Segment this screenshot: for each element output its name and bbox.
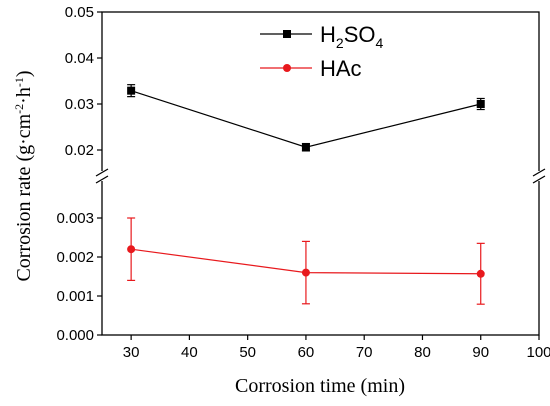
y-tick-label: 0.03 bbox=[65, 96, 94, 113]
data-point bbox=[127, 245, 136, 254]
y-tick-label: 0.02 bbox=[65, 142, 94, 159]
data-point bbox=[127, 86, 136, 95]
x-tick-label: 30 bbox=[123, 344, 140, 361]
x-axis-title: Corrosion time (min) bbox=[235, 375, 405, 397]
y-tick-label: 0.04 bbox=[65, 50, 94, 67]
y-tick-label: 0.05 bbox=[65, 4, 94, 21]
data-point bbox=[476, 269, 485, 278]
x-tick-label: 70 bbox=[356, 344, 373, 361]
y-axis-title: Corrosion rate (g·cm-2·h-1) bbox=[12, 70, 35, 281]
x-tick-label: 40 bbox=[181, 344, 198, 361]
data-point bbox=[301, 268, 310, 277]
x-tick-label: 80 bbox=[414, 344, 431, 361]
y-tick-label: 0.001 bbox=[56, 288, 94, 305]
series-line bbox=[130, 90, 481, 148]
legend-entry-h2so4: H2SO4 bbox=[260, 22, 383, 51]
data-point bbox=[476, 100, 485, 108]
x-tick-label: 60 bbox=[298, 344, 315, 361]
legend: H2SO4 HAc bbox=[260, 22, 383, 81]
svg-text:HAc: HAc bbox=[320, 56, 362, 81]
legend-entry-hac: HAc bbox=[260, 56, 362, 81]
svg-text:H2SO4: H2SO4 bbox=[320, 22, 383, 51]
x-tick-label: 50 bbox=[239, 344, 256, 361]
data-point bbox=[301, 143, 310, 152]
x-tick-label: 100 bbox=[526, 344, 550, 361]
y-tick-label: 0.003 bbox=[56, 210, 94, 227]
axis-break-marks bbox=[95, 168, 546, 184]
y-tick-label: 0.002 bbox=[56, 249, 94, 266]
y-tick-label: 0.000 bbox=[56, 327, 94, 344]
x-tick-label: 90 bbox=[472, 344, 489, 361]
